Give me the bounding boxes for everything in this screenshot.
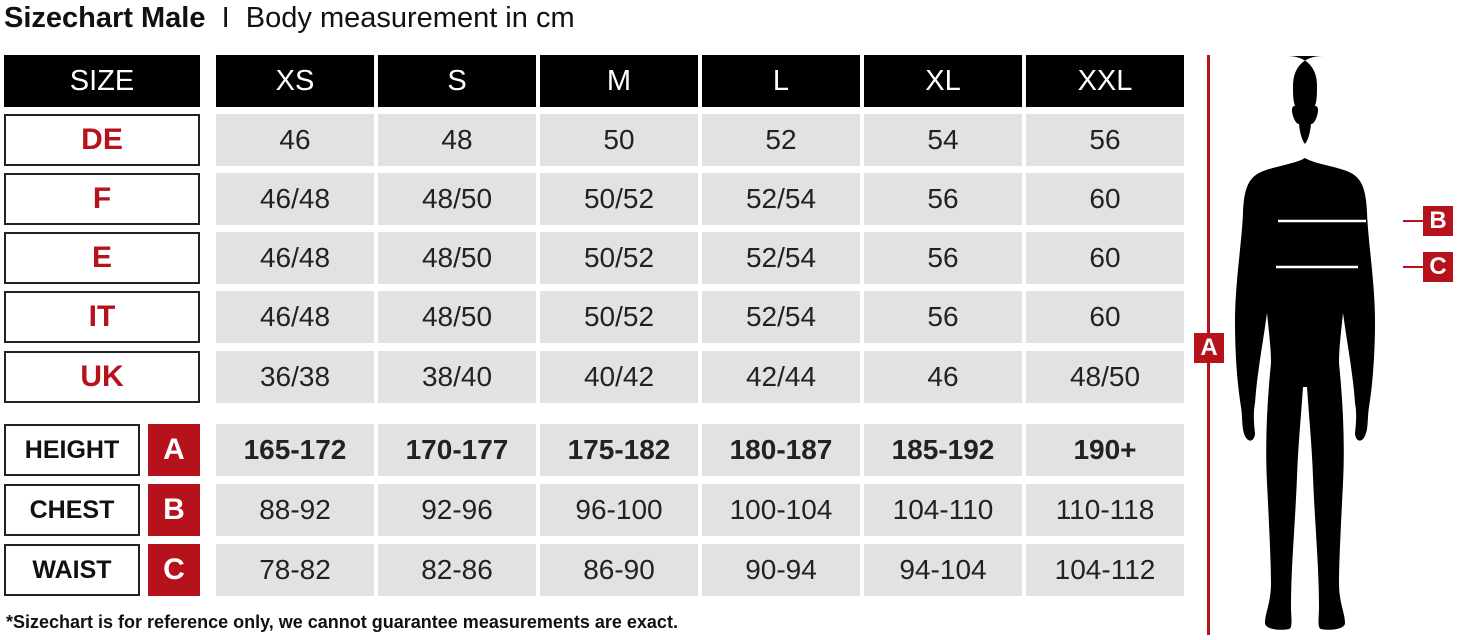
region-size-cell: 40/42 — [540, 351, 698, 403]
measurement-letter: A — [148, 424, 200, 476]
marker-a: A — [1194, 333, 1224, 363]
size-column-header: S — [378, 55, 536, 107]
region-size-cell: 56 — [864, 232, 1022, 284]
measurement-cell: 90-94 — [702, 544, 860, 596]
measurement-cell: 100-104 — [702, 484, 860, 536]
region-label: F — [4, 173, 200, 225]
region-label: IT — [4, 291, 200, 343]
marker-b: B — [1423, 206, 1453, 236]
region-size-cell: 50/52 — [540, 232, 698, 284]
measurement-cell: 78-82 — [216, 544, 374, 596]
measurement-letter: B — [148, 484, 200, 536]
region-size-cell: 60 — [1026, 291, 1184, 343]
region-label: UK — [4, 351, 200, 403]
measurement-label: WAIST — [4, 544, 140, 596]
region-size-cell: 52 — [702, 114, 860, 166]
measurement-cell: 185-192 — [864, 424, 1022, 476]
waist-tick — [1403, 266, 1423, 268]
region-label: E — [4, 232, 200, 284]
measurement-label: CHEST — [4, 484, 140, 536]
size-header: SIZE — [4, 55, 200, 107]
measurement-cell: 82-86 — [378, 544, 536, 596]
region-size-cell: 46/48 — [216, 291, 374, 343]
region-size-cell: 46 — [864, 351, 1022, 403]
region-size-cell: 60 — [1026, 232, 1184, 284]
footnote: *Sizechart is for reference only, we can… — [6, 612, 678, 632]
region-size-cell: 52/54 — [702, 173, 860, 225]
region-size-cell: 36/38 — [216, 351, 374, 403]
region-size-cell: 46 — [216, 114, 374, 166]
region-size-cell: 48/50 — [1026, 351, 1184, 403]
region-size-cell: 38/40 — [378, 351, 536, 403]
measurement-cell: 92-96 — [378, 484, 536, 536]
region-size-cell: 52/54 — [702, 232, 860, 284]
measurement-cell: 190+ — [1026, 424, 1184, 476]
region-size-cell: 54 — [864, 114, 1022, 166]
measurement-cell: 94-104 — [864, 544, 1022, 596]
region-size-cell: 50/52 — [540, 173, 698, 225]
marker-c: C — [1423, 252, 1453, 282]
region-size-cell: 48 — [378, 114, 536, 166]
measurement-cell: 110-118 — [1026, 484, 1184, 536]
body-silhouette — [1235, 56, 1375, 630]
region-size-cell: 52/54 — [702, 291, 860, 343]
measurement-cell: 96-100 — [540, 484, 698, 536]
region-size-cell: 56 — [864, 173, 1022, 225]
measurement-cell: 104-110 — [864, 484, 1022, 536]
region-size-cell: 48/50 — [378, 291, 536, 343]
page-title: Sizechart Male I Body measurement in cm — [4, 0, 575, 36]
region-size-cell: 50 — [540, 114, 698, 166]
measurement-cell: 86-90 — [540, 544, 698, 596]
region-label: DE — [4, 114, 200, 166]
region-size-cell: 56 — [864, 291, 1022, 343]
measurement-cell: 170-177 — [378, 424, 536, 476]
region-size-cell: 60 — [1026, 173, 1184, 225]
region-size-cell: 48/50 — [378, 173, 536, 225]
region-size-cell: 46/48 — [216, 232, 374, 284]
size-column-header: XS — [216, 55, 374, 107]
size-column-header: L — [702, 55, 860, 107]
chest-tick — [1403, 220, 1423, 222]
title-subtitle: Body measurement in cm — [245, 2, 575, 34]
region-size-cell: 50/52 — [540, 291, 698, 343]
size-column-header: XXL — [1026, 55, 1184, 107]
title-bold: Sizechart Male — [4, 2, 206, 34]
measurement-cell: 175-182 — [540, 424, 698, 476]
measurement-cell: 180-187 — [702, 424, 860, 476]
region-size-cell: 42/44 — [702, 351, 860, 403]
region-size-cell: 46/48 — [216, 173, 374, 225]
measurement-label: HEIGHT — [4, 424, 140, 476]
measurement-cell: 104-112 — [1026, 544, 1184, 596]
size-column-header: XL — [864, 55, 1022, 107]
title-separator: I — [221, 2, 230, 34]
region-size-cell: 56 — [1026, 114, 1184, 166]
region-size-cell: 48/50 — [378, 232, 536, 284]
size-column-header: M — [540, 55, 698, 107]
measurement-letter: C — [148, 544, 200, 596]
measurement-cell: 88-92 — [216, 484, 374, 536]
measurement-cell: 165-172 — [216, 424, 374, 476]
